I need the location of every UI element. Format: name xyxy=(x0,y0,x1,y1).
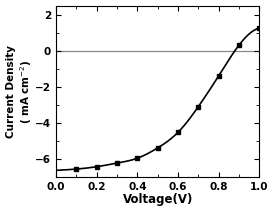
Y-axis label: Current Density
( mA cm$^{-2}$): Current Density ( mA cm$^{-2}$) xyxy=(5,45,34,138)
X-axis label: Voltage(V): Voltage(V) xyxy=(122,193,193,206)
